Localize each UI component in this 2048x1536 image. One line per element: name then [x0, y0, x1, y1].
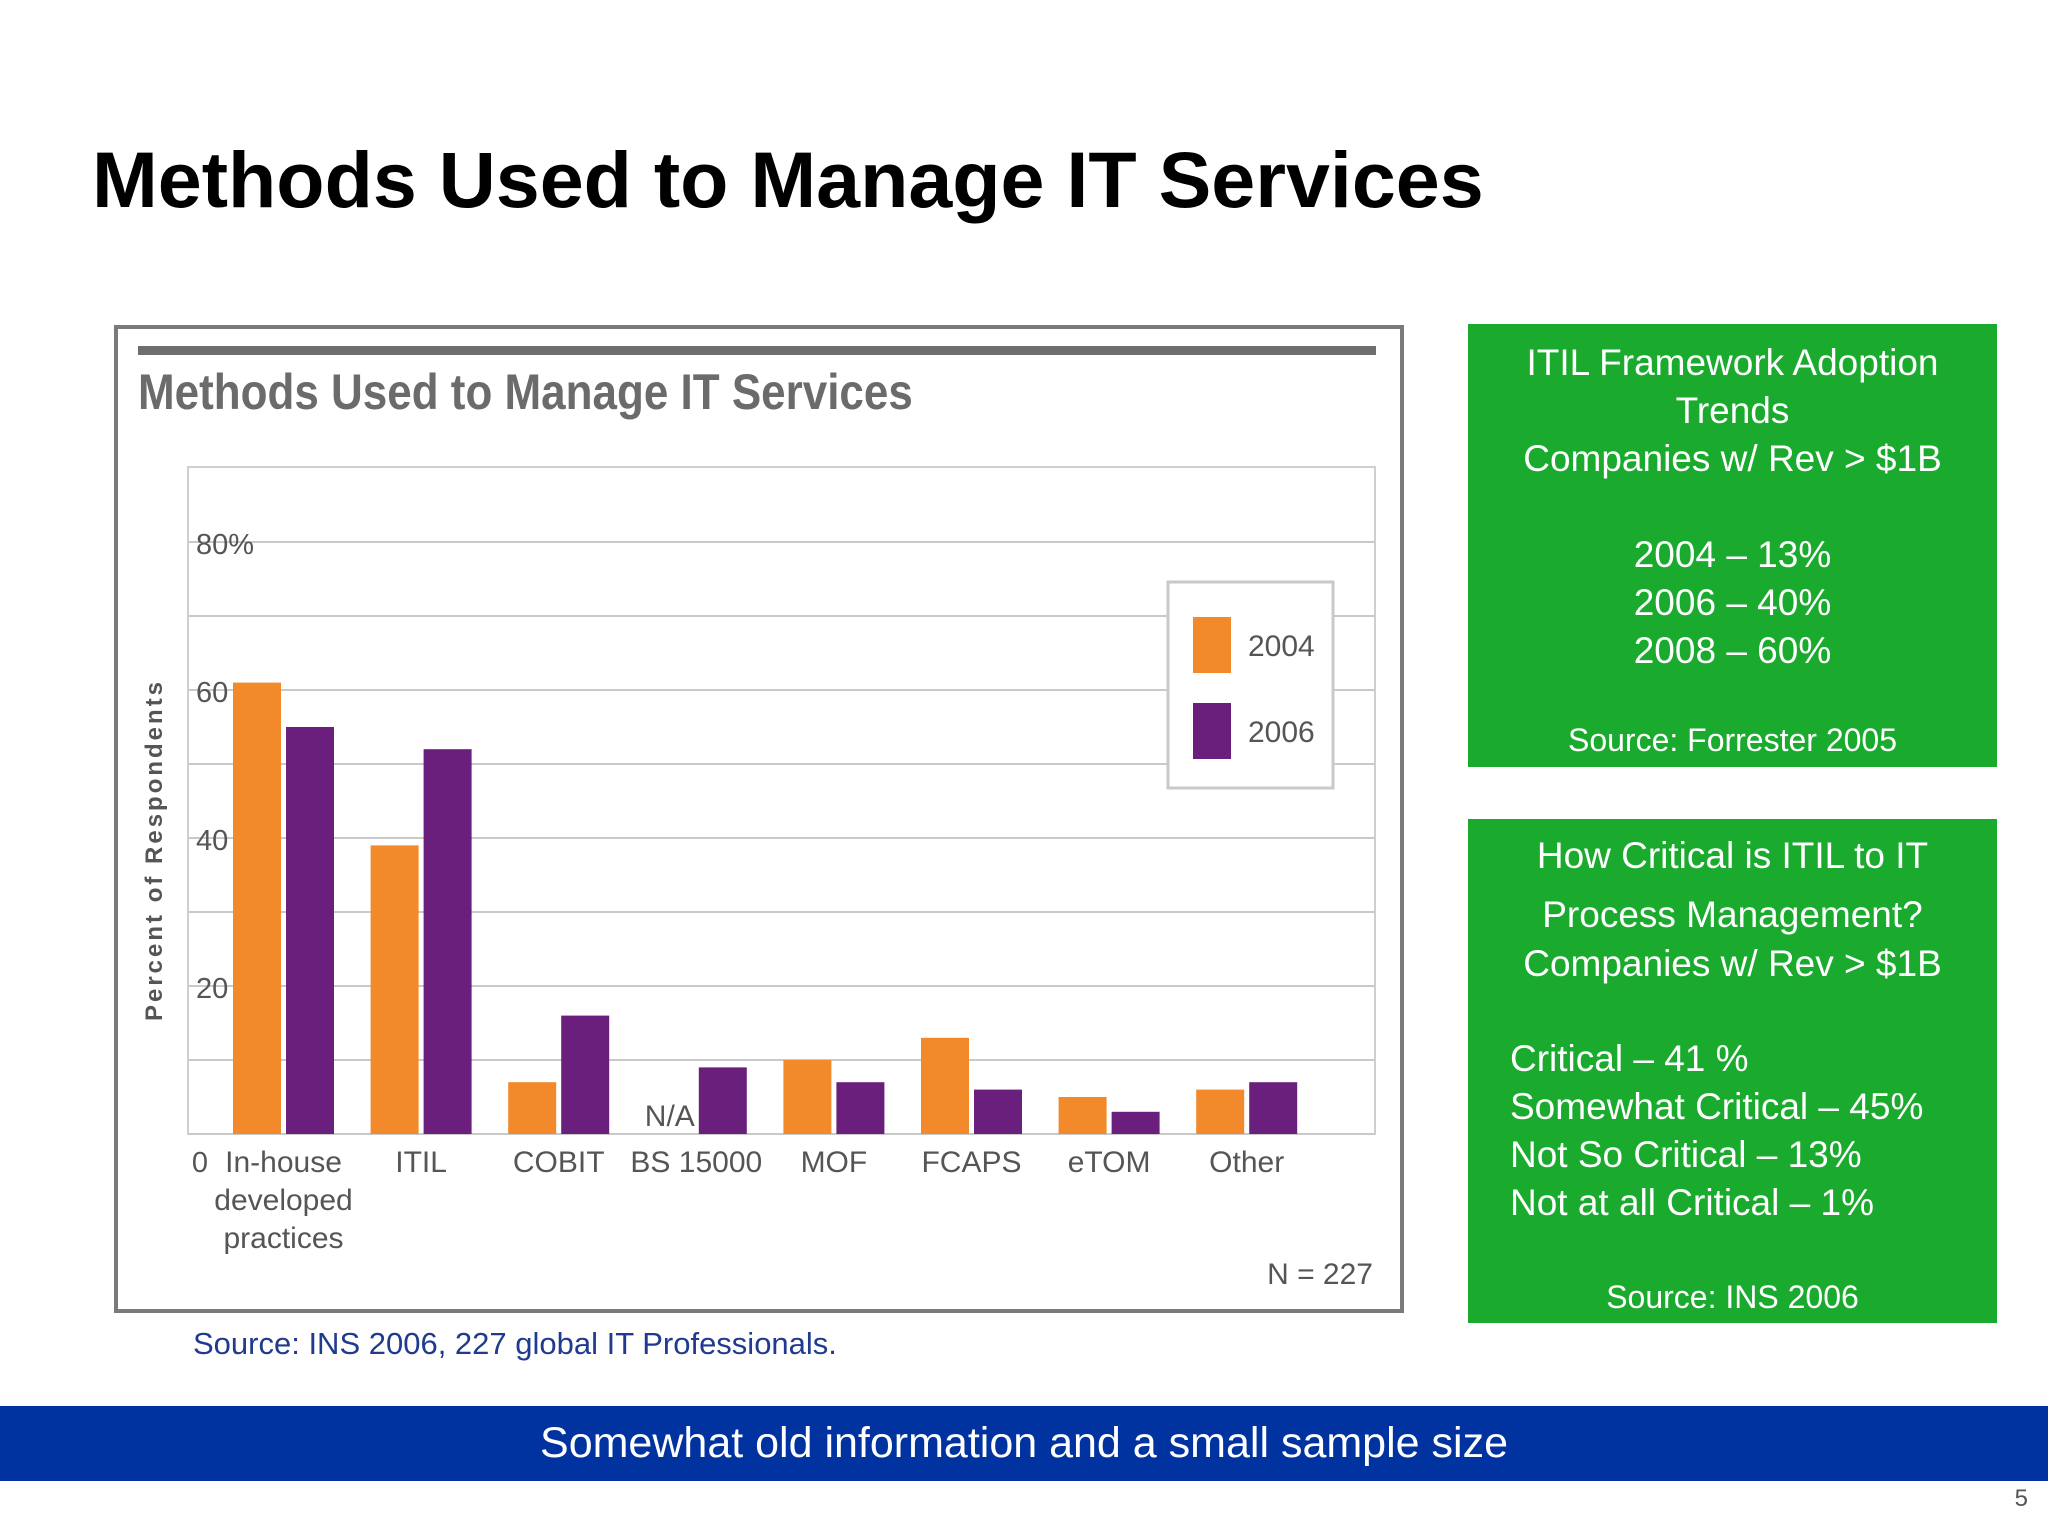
source-note: Source: INS 2006, 227 global IT Professi… [193, 1326, 837, 1361]
bar-2004 [370, 845, 419, 1134]
category-label: BS 15000 [630, 1146, 762, 1179]
category-label: Other [1209, 1146, 1284, 1179]
box1-line: ITIL Framework Adoption [1526, 342, 1939, 383]
bar-2004 [1196, 1089, 1245, 1134]
box2-line: Not at all Critical – 1% [1510, 1182, 1874, 1223]
legend-box [1166, 580, 1335, 790]
plot-area [187, 466, 1376, 1135]
y-tick-label: 20 [196, 973, 228, 1005]
bar-2004 [508, 1082, 557, 1134]
category-label: FCAPS [921, 1146, 1021, 1179]
legend-swatch-2004 [1193, 617, 1231, 673]
chart-frame: Methods Used to Manage IT Services 0 20 40 6… [114, 325, 1404, 1313]
chart-top-rule [138, 346, 1376, 355]
category-label: MOF [801, 1146, 868, 1179]
itil-adoption-box: ITIL Framework Adoption Trends Companies… [1468, 324, 1997, 767]
y-tick-label: 0 [192, 1147, 208, 1179]
box1-line: Companies w/ Rev > $1B [1523, 438, 1942, 479]
box1-line: 2008 – 60% [1633, 630, 1832, 671]
legend-swatch-2006 [1193, 703, 1231, 759]
y-tick-label: 80% [196, 529, 254, 561]
y-axis-label: Percent of Respondents [141, 679, 168, 1021]
y-tick-label: 60 [196, 677, 228, 709]
y-tick-label: 40 [196, 825, 228, 857]
box1-line: 2004 – 13% [1633, 534, 1832, 575]
category-label: COBIT [513, 1146, 605, 1179]
category-label: In-house [225, 1146, 342, 1179]
box2-line: Process Management? [1542, 894, 1923, 935]
itil-criticality-box: How Critical is ITIL to IT Process Manag… [1468, 819, 1997, 1323]
sample-size-annotation: N = 227 [1267, 1258, 1373, 1291]
bar-chart: Methods Used to Manage IT Services 0 20 40 6… [138, 346, 1376, 1291]
bar-2004 [783, 1060, 832, 1134]
page-number: 5 [2014, 1485, 2028, 1512]
bar-2006 [286, 727, 334, 1134]
box2-line: How Critical is ITIL to IT [1536, 835, 1929, 876]
box2-line: Not So Critical – 13% [1510, 1134, 1862, 1175]
box2-line: Companies w/ Rev > $1B [1523, 943, 1942, 984]
legend-label: 2006 [1248, 716, 1315, 749]
category-label: ITIL [395, 1146, 447, 1179]
category-label: practices [223, 1222, 343, 1255]
chart-title: Methods Used to Manage IT Services [138, 363, 913, 419]
banner: Somewhat old information and a small sam… [0, 1406, 2048, 1481]
box1-line: 2006 – 40% [1633, 582, 1832, 623]
slide-title: Methods Used to Manage IT Services [92, 135, 1484, 224]
bar-2006 [1249, 1082, 1298, 1134]
bar-2006 [974, 1089, 1022, 1134]
box1-source: Source: Forrester 2005 [1567, 722, 1898, 758]
legend-label: 2004 [1248, 630, 1315, 663]
bar-2004 [233, 682, 281, 1134]
bar-2004 [921, 1037, 969, 1134]
na-annotation: N/A [645, 1100, 695, 1133]
box1-line: Trends [1675, 390, 1790, 431]
bar-2006 [698, 1067, 747, 1134]
box2-line: Critical – 41 % [1510, 1038, 1749, 1079]
bar-2006 [423, 749, 472, 1134]
box2-line: Somewhat Critical – 45% [1510, 1086, 1924, 1127]
bar-2004 [1058, 1097, 1107, 1134]
category-label: developed [214, 1184, 352, 1217]
bar-2006 [836, 1082, 885, 1134]
box2-source: Source: INS 2006 [1606, 1279, 1859, 1315]
bar-2006 [561, 1015, 610, 1134]
bar-2006 [1111, 1111, 1160, 1134]
category-label: eTOM [1068, 1146, 1151, 1179]
